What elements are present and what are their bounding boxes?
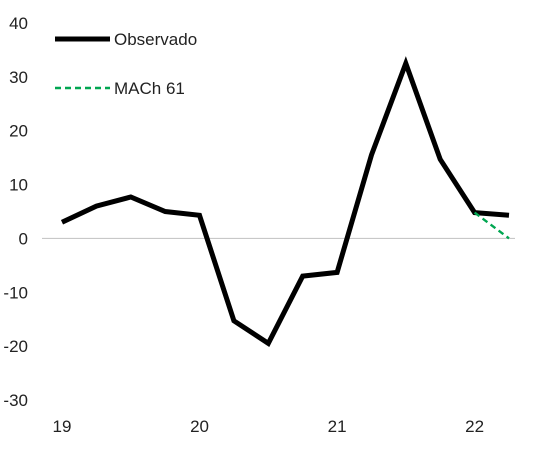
series-layer — [60, 56, 510, 348]
x-axis-tick-labels: 19 20 21 22 — [53, 417, 485, 436]
x-tick-label: 21 — [328, 417, 347, 436]
y-tick-label: 20 — [9, 122, 28, 141]
y-tick-label: -20 — [3, 337, 28, 356]
y-tick-label: -10 — [3, 283, 28, 302]
legend-label-observado: Observado — [114, 30, 197, 49]
legend-label-mach-61: MACh 61 — [114, 79, 185, 98]
y-tick-label: 30 — [9, 68, 28, 87]
y-axis-tick-labels: -30 -20 -10 0 10 20 30 40 — [3, 14, 28, 410]
x-tick-label: 19 — [53, 417, 72, 436]
x-tick-label: 22 — [465, 417, 484, 436]
y-tick-label: 10 — [9, 176, 28, 195]
series-line-mach-61 — [473, 211, 510, 240]
y-tick-label: -30 — [3, 391, 28, 410]
y-tick-label: 0 — [19, 229, 28, 248]
legend: Observado MACh 61 — [55, 30, 197, 98]
x-tick-label: 20 — [190, 417, 209, 436]
series-line-observado — [60, 56, 510, 348]
y-tick-label: 40 — [9, 14, 28, 33]
